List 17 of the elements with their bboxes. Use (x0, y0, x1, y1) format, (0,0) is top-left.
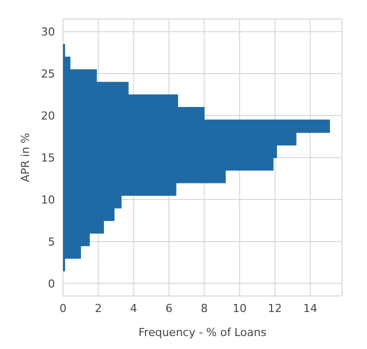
y-tick-label: 15 (41, 151, 55, 164)
x-tick-label: 0 (60, 302, 66, 315)
y-tick-label: 20 (41, 109, 55, 122)
x-axis-title: Frequency - % of Loans (138, 326, 267, 339)
y-axis-title: APR in % (18, 132, 32, 182)
y-tick-label: 25 (41, 67, 55, 80)
x-tick-label: 8 (200, 302, 208, 315)
x-tick-label: 4 (130, 302, 138, 315)
x-tick-label: 14 (303, 302, 318, 315)
y-tick-label: 10 (41, 193, 55, 206)
x-tick-label: 12 (268, 302, 282, 315)
y-tick-label: 30 (41, 25, 55, 38)
x-tick-label: 2 (94, 302, 102, 315)
y-tick-label: 5 (48, 235, 55, 248)
y-tick-label: 0 (48, 277, 55, 290)
x-tick-label: 10 (232, 302, 247, 315)
x-tick-label: 6 (165, 302, 172, 315)
